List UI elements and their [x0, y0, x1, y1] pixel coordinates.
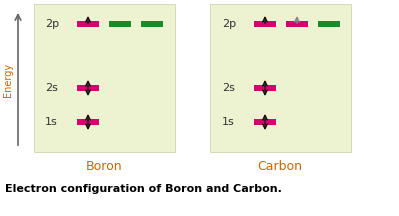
- Text: Electron configuration of Boron and Carbon.: Electron configuration of Boron and Carb…: [5, 184, 282, 194]
- Bar: [254, 85, 276, 91]
- Text: 2s: 2s: [222, 83, 235, 93]
- Bar: [77, 85, 99, 91]
- Bar: [254, 21, 276, 27]
- Bar: [210, 4, 351, 152]
- Bar: [141, 21, 163, 27]
- Bar: [77, 21, 99, 27]
- Bar: [254, 119, 276, 125]
- Bar: [34, 4, 175, 152]
- Text: 1s: 1s: [222, 117, 235, 127]
- Text: 2p: 2p: [222, 19, 236, 29]
- Bar: [286, 21, 308, 27]
- Text: Boron: Boron: [86, 160, 122, 173]
- Text: Carbon: Carbon: [257, 160, 302, 173]
- Text: 1s: 1s: [45, 117, 58, 127]
- Bar: [77, 119, 99, 125]
- Text: Energy: Energy: [3, 63, 13, 97]
- Bar: [318, 21, 340, 27]
- Text: 2p: 2p: [45, 19, 59, 29]
- Bar: [109, 21, 131, 27]
- Text: 2s: 2s: [45, 83, 58, 93]
